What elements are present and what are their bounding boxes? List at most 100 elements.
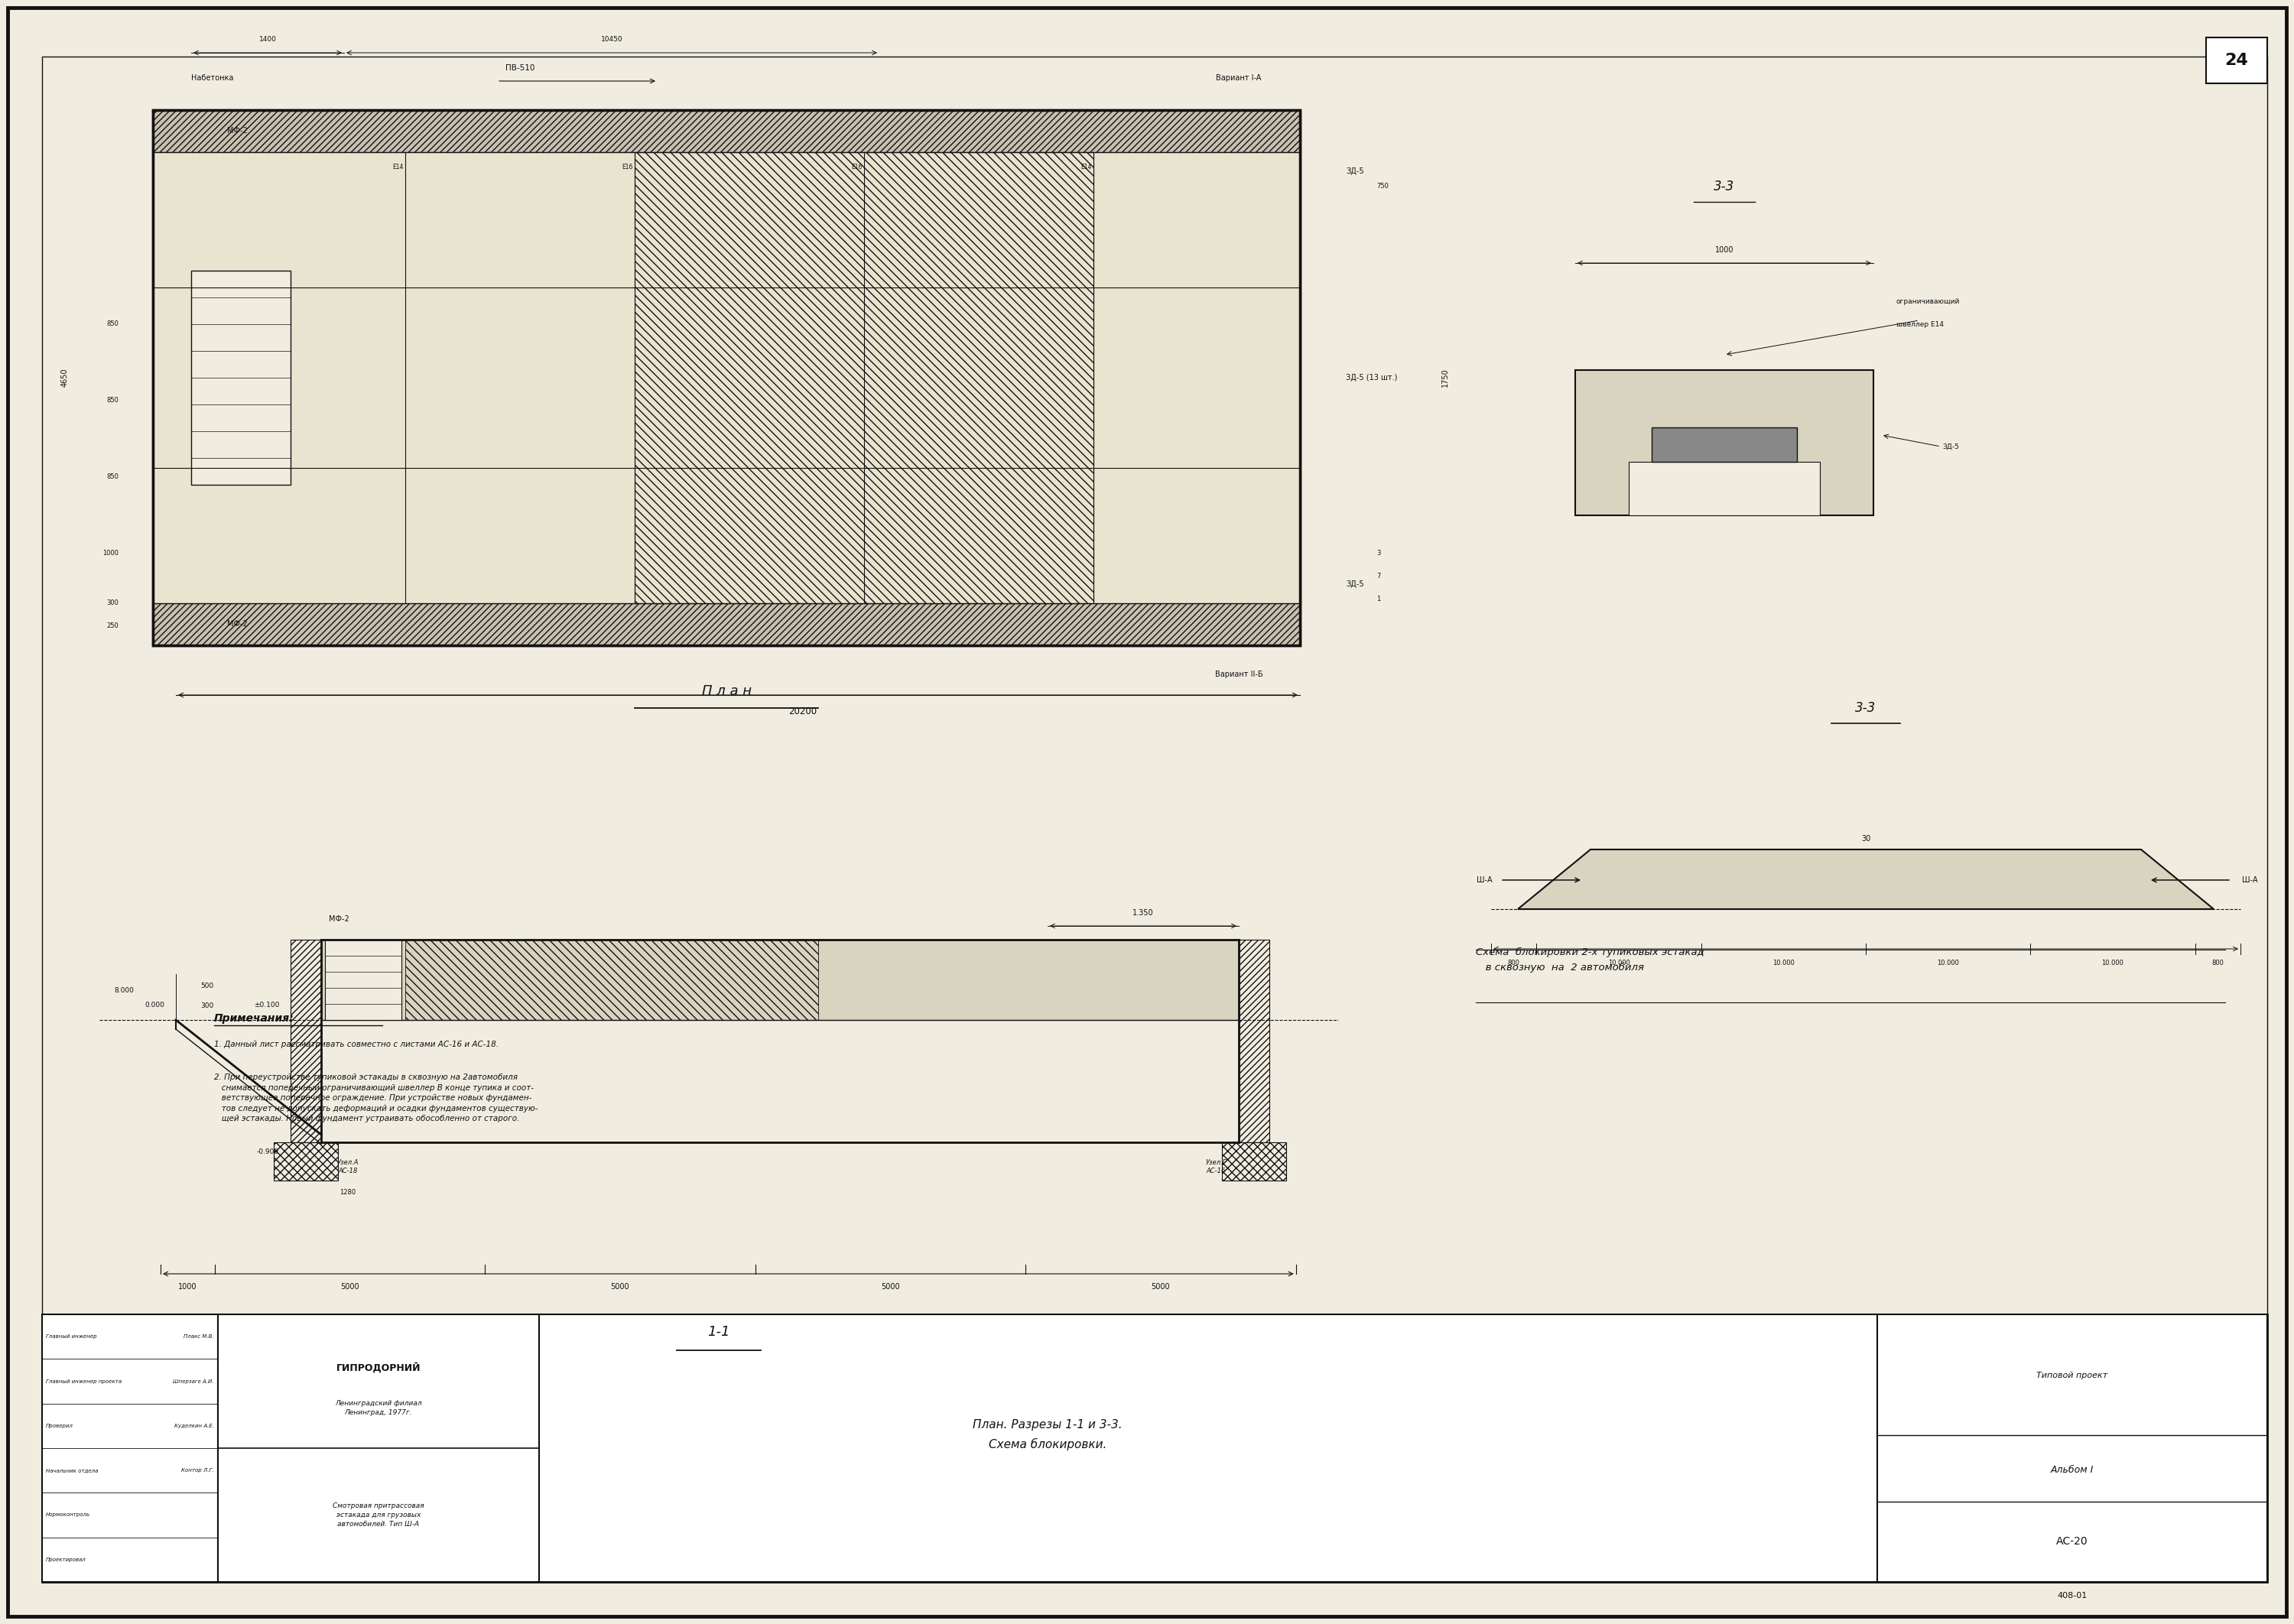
Text: План. Разрезы 1-1 и 3-3.
Схема блокировки.: План. Разрезы 1-1 и 3-3. Схема блокировк… — [973, 1419, 1122, 1450]
Bar — [2207, 37, 2266, 83]
Text: 2. При переустройстве тупиковой эстакады в сквозную на 2автомобиля
   снимается : 2. При переустройстве тупиковой эстакады… — [213, 1073, 537, 1122]
Bar — [406, 940, 819, 1020]
Bar — [273, 1142, 337, 1181]
Text: E14: E14 — [1080, 164, 1092, 171]
Text: Ш-А: Ш-А — [1477, 877, 1493, 883]
Text: 5000: 5000 — [610, 1283, 629, 1291]
Text: 1750: 1750 — [1441, 369, 1450, 387]
Text: Смотровая притрассовая
эстакада для грузовых
автомобилей. Тип Ш-А: Смотровая притрассовая эстакада для груз… — [333, 1502, 424, 1528]
Bar — [154, 110, 1301, 645]
Bar — [190, 271, 291, 484]
Text: Вариант I-A: Вариант I-A — [1216, 75, 1262, 81]
Text: Типовой проект: Типовой проект — [2037, 1372, 2108, 1380]
Text: 1-1: 1-1 — [707, 1325, 729, 1338]
Text: ПВ-510: ПВ-510 — [505, 65, 535, 71]
Text: Главный инженер проекта: Главный инженер проекта — [46, 1379, 122, 1384]
Text: 0.000: 0.000 — [145, 1002, 165, 1009]
Bar — [1576, 370, 1874, 515]
Bar — [41, 1314, 2266, 1582]
Text: 1.350: 1.350 — [1133, 909, 1154, 918]
Text: E16: E16 — [622, 164, 633, 171]
Text: E16: E16 — [851, 164, 863, 171]
Text: 10.000: 10.000 — [1936, 960, 1959, 966]
Text: 20200: 20200 — [789, 706, 817, 716]
Text: ЗД-5: ЗД-5 — [1347, 580, 1365, 588]
Bar — [154, 110, 1301, 645]
Text: 1: 1 — [1376, 596, 1381, 603]
Text: Шперзаге А.И.: Шперзаге А.И. — [174, 1379, 213, 1384]
Text: 408-01: 408-01 — [2058, 1592, 2088, 1600]
Text: 1280: 1280 — [340, 1189, 356, 1195]
Text: Примечания:: Примечания: — [213, 1013, 294, 1023]
Text: ограничивающий: ограничивающий — [1897, 299, 1959, 305]
Text: швеллер Е14: швеллер Е14 — [1897, 322, 1943, 328]
Bar — [41, 1314, 218, 1582]
Text: 4650: 4650 — [62, 369, 69, 387]
Text: ЗД-5 (13 шт.): ЗД-5 (13 шт.) — [1347, 374, 1397, 382]
Text: 850: 850 — [106, 322, 119, 328]
Text: E14: E14 — [392, 164, 404, 171]
Text: 250: 250 — [106, 622, 119, 630]
Text: 1000: 1000 — [103, 551, 119, 557]
Text: Куделкин А.Е.: Куделкин А.Е. — [174, 1424, 213, 1427]
Text: 800: 800 — [2211, 960, 2223, 966]
Text: Схема  блокировки 2-х тупиковых эстакад
   в сквозную  на  2 автомобиля: Схема блокировки 2-х тупиковых эстакад в… — [1475, 947, 1704, 973]
Text: 3-3: 3-3 — [1856, 702, 1876, 715]
Text: Проектировал: Проектировал — [46, 1557, 87, 1562]
Text: 1000: 1000 — [179, 1283, 197, 1291]
Text: ГИПРОДОРНИЙ: ГИПРОДОРНИЙ — [337, 1363, 420, 1374]
Text: ±0.100: ±0.100 — [255, 1002, 280, 1009]
Text: Плакс М.В.: Плакс М.В. — [184, 1335, 213, 1338]
Text: МФ-2: МФ-2 — [227, 127, 248, 135]
Text: ЗД-5: ЗД-5 — [1347, 167, 1365, 175]
Text: Вариант II-Б: Вариант II-Б — [1216, 671, 1262, 679]
Text: 24: 24 — [2225, 52, 2248, 68]
Text: Узел.А
АС-18: Узел.А АС-18 — [337, 1160, 358, 1174]
Text: 3: 3 — [1376, 551, 1381, 557]
Text: 300: 300 — [200, 1002, 213, 1010]
Text: 750: 750 — [1376, 184, 1388, 190]
Text: 3-3: 3-3 — [1714, 180, 1734, 193]
Text: 10.000: 10.000 — [1608, 960, 1629, 966]
Text: Главный инженер: Главный инженер — [46, 1335, 96, 1338]
Text: 800: 800 — [1507, 960, 1521, 966]
Text: МФ-2: МФ-2 — [328, 916, 349, 922]
Bar — [1223, 1142, 1287, 1181]
Text: 300: 300 — [106, 599, 119, 607]
Text: 8.000: 8.000 — [115, 987, 133, 994]
Text: МФ-2: МФ-2 — [227, 620, 248, 628]
Bar — [1652, 427, 1796, 461]
Text: Ш-А: Ш-А — [2241, 877, 2257, 883]
Bar — [539, 1314, 1876, 1582]
Bar — [154, 603, 1301, 645]
Text: -0.900: -0.900 — [257, 1148, 280, 1155]
Text: 5000: 5000 — [1152, 1283, 1170, 1291]
Text: 10.000: 10.000 — [1773, 960, 1794, 966]
Text: Проверил: Проверил — [46, 1424, 73, 1427]
Text: 850: 850 — [106, 398, 119, 404]
Text: Узел.Г
АС-16: Узел.Г АС-16 — [1204, 1160, 1227, 1174]
Text: 10.000: 10.000 — [2101, 960, 2124, 966]
Text: Ленинградский филиал
Ленинград, 1977г.: Ленинградский филиал Ленинград, 1977г. — [335, 1400, 422, 1416]
Bar — [326, 940, 401, 1020]
Bar — [1876, 1314, 2266, 1582]
Bar — [291, 940, 321, 1142]
Text: 1400: 1400 — [259, 36, 275, 42]
Text: 850: 850 — [106, 474, 119, 481]
Text: 5000: 5000 — [340, 1283, 360, 1291]
Bar — [1629, 461, 1819, 515]
Bar — [635, 153, 1094, 603]
Text: 1000: 1000 — [1716, 247, 1734, 253]
Text: 5000: 5000 — [881, 1283, 899, 1291]
Bar — [154, 110, 1301, 153]
Text: 30: 30 — [1860, 835, 1870, 843]
Bar — [154, 153, 1301, 603]
Text: 7: 7 — [1376, 573, 1381, 580]
Text: Начальник отдела: Начальник отдела — [46, 1468, 99, 1473]
Text: Нормоконтроль: Нормоконтроль — [46, 1512, 89, 1517]
Text: Альбом I: Альбом I — [2051, 1465, 2094, 1475]
Text: 10450: 10450 — [601, 36, 622, 42]
Bar — [1239, 940, 1269, 1142]
Text: ЗД-5: ЗД-5 — [1943, 443, 1959, 450]
Text: П л а н: П л а н — [702, 684, 752, 698]
